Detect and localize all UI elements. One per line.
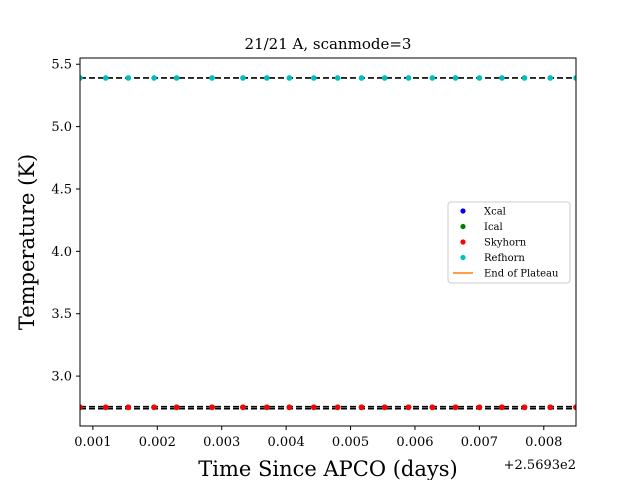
data-point-skyhorn [151,404,157,411]
y-tick-label: 4.0 [51,245,72,260]
y-tick-label: 3.5 [51,307,72,322]
x-tick-label: 0.007 [461,435,498,450]
data-point-refhorn [381,75,388,81]
data-point-skyhorn [521,404,528,411]
data-point-refhorn [547,75,554,81]
legend-marker [460,239,466,245]
data-point-skyhorn [547,404,554,411]
data-point-skyhorn [476,404,483,411]
data-point-skyhorn [381,404,388,411]
data-point-refhorn [286,75,293,81]
data-point-refhorn [573,75,576,81]
y-tick-label: 4.5 [51,182,72,197]
data-point-refhorn [240,75,246,81]
legend-label: Refhorn [484,253,525,264]
x-axis-offset-text: +2.5693e2 [504,458,576,473]
data-point-skyhorn [334,404,341,411]
legend-box [447,201,571,284]
data-point-refhorn [209,75,215,81]
x-tick-label: 0.008 [525,435,562,450]
axes-frame [79,57,577,427]
legend-label: Skyhorn [484,238,527,249]
x-tick-label: 0.004 [268,435,305,450]
x-axis-ticks: 0.001 0.002 0.003 0.004 0.005 0.006 0.007 0.008 [74,426,562,450]
data-point-skyhorn [286,404,293,411]
legend-label: Xcal [484,207,506,218]
data-point-refhorn [264,75,270,81]
data-point-skyhorn [311,404,317,411]
data-point-skyhorn [80,404,83,411]
y-tick-label: 5.5 [51,58,72,73]
data-point-skyhorn [429,404,436,411]
x-tick-label: 0.001 [74,435,111,450]
data-point-skyhorn [209,404,215,411]
data-point-refhorn [173,75,180,81]
legend: Xcal Ical Skyhorn Refhorn End of Plateau [447,201,571,284]
x-tick-label: 0.003 [203,435,240,450]
legend-marker [460,254,466,261]
y-tick-label: 5.0 [51,120,72,135]
chart-title: 21/21 A, scanmode=3 [245,35,412,53]
data-point-skyhorn [102,404,109,411]
legend-label: End of Plateau [484,269,559,280]
data-point-skyhorn [240,404,246,411]
x-tick-label: 0.005 [332,435,369,450]
data-point-refhorn [476,75,483,81]
data-points [80,75,576,411]
data-point-refhorn [311,75,317,81]
data-point-refhorn [151,75,157,81]
data-point-refhorn [102,75,109,81]
x-tick-label: 0.006 [396,435,433,450]
y-axis-label: Temperature (K) [15,154,39,330]
data-point-refhorn [452,75,459,81]
data-point-refhorn [125,75,132,81]
data-point-refhorn [521,75,528,81]
data-point-skyhorn [264,404,270,411]
data-point-skyhorn [358,404,365,411]
data-point-refhorn [358,75,365,81]
legend-label: Ical [484,222,503,233]
x-tick-label: 0.002 [139,435,176,450]
data-point-skyhorn [452,404,459,411]
data-point-refhorn [499,75,505,81]
reference-lines [80,77,576,410]
data-point-skyhorn [173,404,180,411]
x-axis-label: Time Since APCO (days) [198,457,457,480]
data-point-refhorn [334,75,341,81]
data-point-skyhorn [405,404,412,411]
data-point-skyhorn [125,404,132,411]
data-point-skyhorn [573,404,576,411]
data-point-refhorn [80,75,83,81]
data-point-skyhorn [499,404,505,411]
data-point-refhorn [429,75,436,81]
y-axis-ticks: 3.0 3.5 4.0 4.5 5.0 5.5 [51,58,80,385]
y-tick-label: 3.0 [51,370,72,385]
legend-marker [460,208,466,214]
data-point-refhorn [405,75,412,81]
legend-marker [460,223,466,230]
